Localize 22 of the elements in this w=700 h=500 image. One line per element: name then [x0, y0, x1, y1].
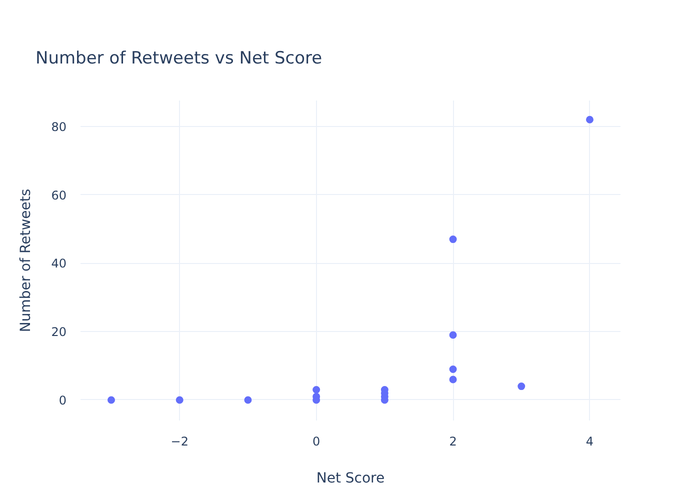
y-tick-label: 40: [51, 256, 67, 271]
point: [176, 396, 184, 404]
point: [518, 382, 526, 390]
point: [108, 396, 116, 404]
x-tick-label: 4: [586, 434, 594, 448]
x-tick-label: 0: [312, 434, 320, 448]
point: [449, 331, 457, 339]
x-axis-title: Net Score: [316, 470, 385, 486]
x-tick-label: 2: [449, 434, 457, 448]
y-tick-label: 80: [51, 120, 67, 134]
y-tick-label: 20: [51, 325, 67, 340]
y-tick-label: 60: [51, 188, 67, 202]
x-tick-label: −2: [170, 434, 188, 448]
y-axis-title: Number of Retweets: [18, 188, 34, 332]
point: [449, 236, 457, 244]
point: [312, 386, 320, 394]
point: [449, 376, 457, 384]
chart-title: Number of Retweets vs Net Score: [36, 48, 322, 68]
y-tick-label: 0: [58, 393, 67, 408]
point: [449, 365, 457, 373]
point: [244, 396, 252, 404]
point: [586, 116, 594, 124]
